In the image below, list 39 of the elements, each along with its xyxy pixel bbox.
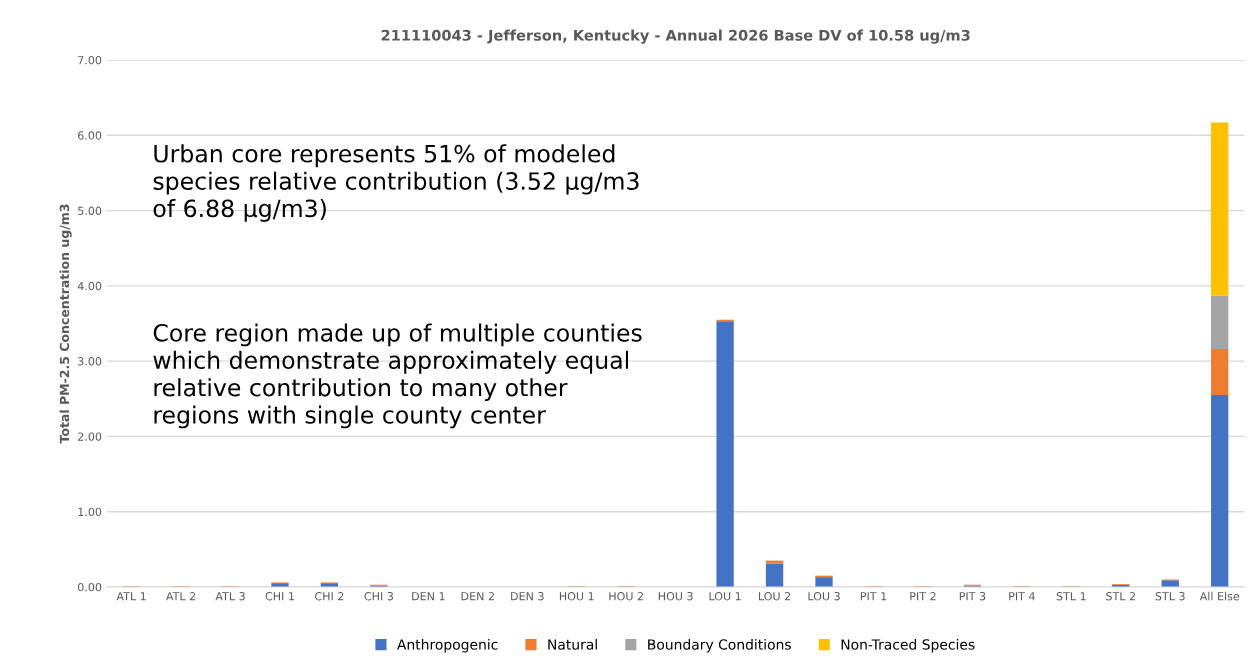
x-tick-label: PIT 1	[860, 592, 887, 601]
x-tick-label: HOU 3	[658, 592, 693, 601]
y-tick-label: 3.00	[78, 357, 102, 366]
legend-label: Natural	[548, 638, 597, 650]
chart-title: 211110043 - Jefferson, Kentucky - Annual 2026 Base DV of 10.58 ug/m3	[381, 29, 970, 44]
annotation: Core region made up of multiple counties which demonstrate approximately equal relative contribution to many other regions with single county center	[153, 323, 642, 429]
x-tick-label: PIT 3	[959, 592, 986, 601]
y-tick-label: 0.00	[77, 582, 102, 592]
x-tick-label: ATL 1	[116, 592, 146, 601]
legend-label: Anthropogenic	[397, 638, 498, 653]
x-tick-label: ATL 3	[215, 592, 245, 601]
y-tick-label: 4.00	[77, 281, 102, 291]
y-axis-title: Total PM-2.5 Concentration ug/m3	[59, 204, 72, 444]
x-tick-label: LOU 2	[759, 592, 791, 601]
x-tick-label: DEN 2	[461, 592, 494, 601]
x-tick-label: STL 3	[1155, 592, 1185, 601]
x-tick-label: PIT 4	[1009, 592, 1035, 601]
y-tick-label: 7.00	[78, 56, 102, 65]
x-tick-label: CHI 2	[315, 592, 344, 601]
x-tick-label: HOU 2	[609, 592, 643, 601]
y-tick-label: 1.00	[78, 507, 102, 517]
x-tick-label: ATL 2	[165, 592, 196, 601]
x-tick-label: CHI 3	[364, 592, 393, 601]
x-tick-label: STL 2	[1106, 592, 1135, 601]
legend-label: Boundary Conditions	[648, 638, 791, 653]
x-tick-label: HOU 1	[559, 592, 594, 601]
y-tick-label: 2.00	[78, 432, 102, 441]
legend-label: Non-Traced Species	[841, 638, 975, 653]
x-tick-label: DEN 1	[412, 592, 445, 601]
y-tick-label: 5.00	[78, 206, 102, 215]
x-tick-label: LOU 3	[808, 592, 840, 601]
x-tick-label: All Else	[1199, 591, 1240, 601]
x-tick-label: PIT 2	[910, 592, 936, 601]
y-tick-label: 6.00	[78, 131, 102, 140]
x-tick-label: STL 1	[1056, 592, 1086, 601]
x-tick-label: LOU 1	[709, 592, 741, 601]
x-tick-label: CHI 1	[265, 592, 294, 601]
x-tick-label: DEN 3	[511, 592, 544, 601]
annotation: Urban core represents 51% of modeled species relative contribution (3.52 µg/m3 of 6.88 µg/m3)	[153, 144, 639, 222]
